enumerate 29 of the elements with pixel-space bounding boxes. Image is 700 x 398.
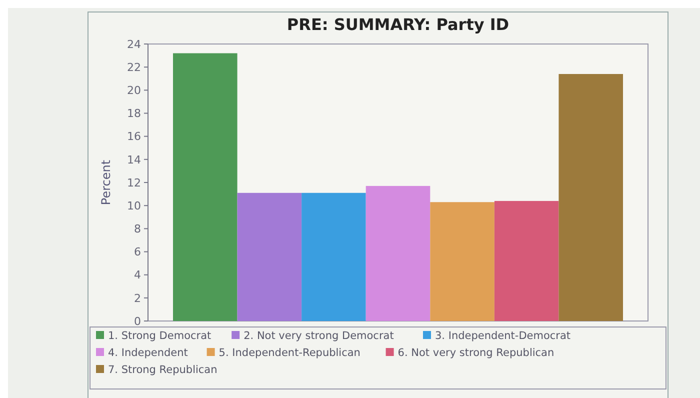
y-tick-label: 12	[127, 176, 141, 190]
y-tick-label: 16	[127, 130, 141, 144]
y-tick-label: 2	[134, 292, 141, 305]
bar	[430, 202, 494, 321]
legend-label: 1. Strong Democrat	[108, 330, 212, 342]
legend-label: 2. Not very strong Democrat	[244, 330, 394, 342]
y-axis-title: Percent	[99, 160, 113, 206]
bar	[302, 192, 366, 321]
legend-label: 4. Independent	[108, 347, 188, 359]
y-tick-label: 6	[134, 246, 141, 259]
legend-label: 7. Strong Republican	[108, 364, 218, 376]
legend-label: 6. Not very strong Republican	[398, 347, 554, 359]
y-tick-label: 18	[127, 107, 141, 120]
y-tick-label: 10	[127, 199, 141, 212]
bar	[173, 53, 238, 321]
bar	[366, 186, 430, 321]
bar	[558, 74, 623, 321]
y-tick-label: 22	[127, 60, 141, 74]
bar	[494, 200, 559, 321]
y-tick-label: 20	[127, 84, 141, 98]
bar	[237, 192, 302, 321]
legend-label: 5. Independent-Republican	[218, 347, 360, 359]
y-tick-label: 24	[127, 38, 141, 51]
chart-title: PRE: SUMMARY: Party ID	[286, 15, 510, 34]
y-tick-label: 14	[127, 153, 141, 166]
y-tick-label: 0	[134, 314, 141, 328]
y-tick-label: 4	[134, 268, 141, 282]
legend-label: 3. Independent-Democrat	[435, 330, 571, 342]
y-tick-label: 8	[134, 222, 141, 236]
